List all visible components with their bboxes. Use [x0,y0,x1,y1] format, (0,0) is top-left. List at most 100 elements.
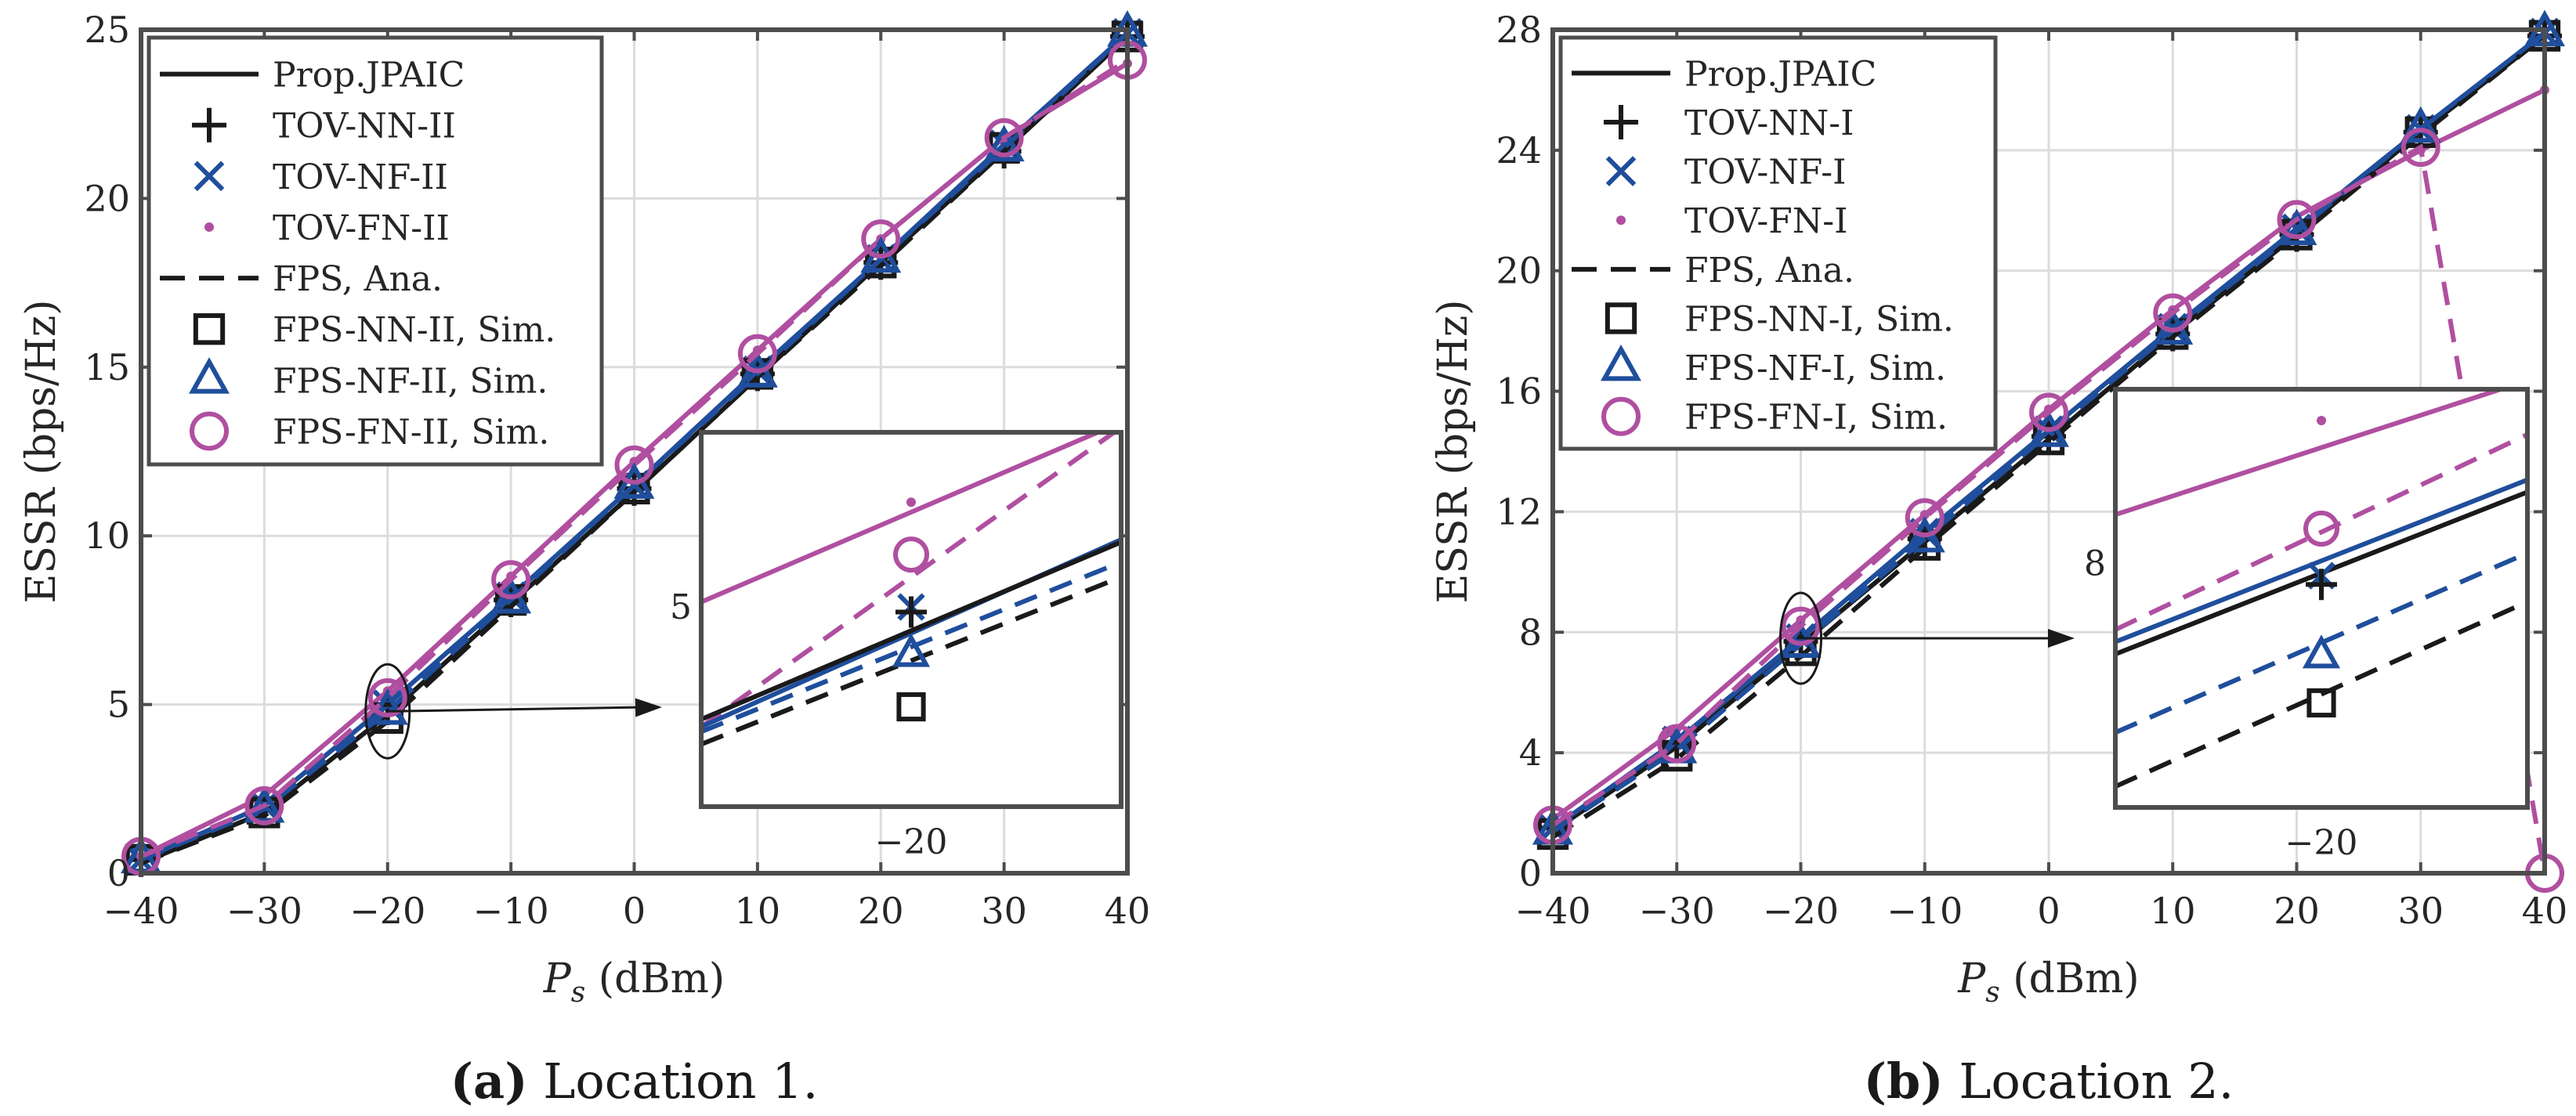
y-tick-label: 16 [1496,370,1542,413]
x-tick-label: 10 [735,890,781,932]
legend-label: TOV-FN-I [1684,201,1848,241]
x-axis-label: Ps (dBm) [1957,955,2139,1009]
inset-series-line [701,432,1119,729]
inset-series-line [2115,599,2527,789]
data-point [2153,293,2193,333]
legend-marker [1605,156,1637,186]
inset-data-point [892,633,931,667]
legend-label: TOV-NN-II [273,107,456,146]
inset-series-line [2115,432,2527,632]
zoom-arrow-head [2047,628,2075,648]
x-tick-label: 20 [858,890,904,932]
inset-frame [699,430,1123,809]
data-point [1905,498,1945,538]
series-line [139,34,1130,865]
chart-panel-b: −40 −30 −20 −10 0 10 20 30 40 0 4 8 12 16 20 24 28 Ps (dB… [1430,9,2567,1110]
data-point [629,457,639,467]
y-tick-label: 5 [107,684,130,726]
inset-series-line [2115,389,2509,518]
x-tick-label: 10 [2150,890,2196,932]
x-tick-label: 40 [1105,890,1151,932]
x-tick-label: −30 [226,890,302,932]
y-tick-label: 20 [1496,250,1542,292]
legend-label: FPS, Ana. [1684,251,1854,291]
y-tick-label: 12 [1496,490,1542,533]
x-tick-label: −20 [349,890,425,932]
y-tick-label: 4 [1519,731,1542,774]
inset-series-line [701,540,1121,722]
y-tick-label: 28 [1496,9,1542,51]
x-tick-label: −40 [1514,890,1590,932]
x-tick-label: 40 [2522,890,2568,932]
x-tick-label: −20 [1763,890,1839,932]
data-point [983,125,1025,162]
data-point [1657,724,1697,764]
legend-marker [1604,104,1638,139]
inset-series [701,432,1121,747]
x-tick-label: 30 [981,890,1027,932]
y-tick-label: 8 [1519,611,1542,653]
inset-series-line [701,575,1121,747]
inset-data-point [2302,634,2341,669]
y-tick-label: 10 [84,515,130,557]
legend-marker [194,161,225,192]
legend-label: TOV-FN-II [273,208,450,248]
inset-data-point [2303,511,2339,547]
inset-x-tick-label: −20 [875,822,948,862]
data-point [2029,392,2068,432]
x-tick-label: −30 [1639,890,1715,932]
series-line [1551,31,2546,833]
inset-data-point [896,692,926,722]
y-axis-label: ESSR (bps/Hz) [1430,299,1477,603]
inset-series-line [701,559,1121,735]
data-point [244,786,285,823]
data-point [244,786,284,825]
x-tick-label: −10 [473,890,549,932]
legend-marker [1616,215,1626,226]
data-point [367,677,407,717]
legend-label: FPS-NN-I, Sim. [1684,299,1954,339]
legend-label: Prop.JPAIC [273,56,465,96]
data-point [2277,200,2317,240]
y-axis-label: ESSR (bps/Hz) [18,299,65,603]
inset-data-point [2306,569,2337,601]
x-tick-label: 20 [2274,890,2320,932]
zoom-arrow-head [635,698,662,717]
legend-label: Prop.JPAIC [1684,54,1876,94]
data-point [1919,510,1930,520]
figure-caption: (b) Location 2. [1864,1053,2234,1110]
x-tick-label: 30 [2397,890,2444,932]
data-point [2401,128,2440,168]
data-point [614,445,654,485]
y-tick-label: 0 [1519,852,1542,894]
inset-frame [2113,387,2530,810]
legend-label: TOV-NF-I [1684,153,1847,193]
data-point [1781,606,1821,646]
figure-caption: (a) Location 1. [450,1053,819,1110]
legend-label: FPS-FN-II, Sim. [273,412,549,452]
x-tick-label: −40 [103,890,179,932]
legend-marker [190,411,229,451]
legend-marker [1605,302,1637,334]
x-tick-label: 0 [2037,890,2060,932]
inset-plot: −20 8 [2084,387,2530,863]
inset-x-tick-label: −20 [2285,823,2358,863]
legend-marker [188,357,230,394]
legend-label: TOV-NF-II [273,157,448,197]
legend-label: FPS-FN-I, Sim. [1684,398,1948,438]
inset-data-point [2317,416,2326,426]
data-point [491,560,531,600]
legend-label: FPS, Ana. [273,259,443,299]
data-point [984,117,1024,157]
series-line [139,31,1130,862]
legend-label: TOV-NN-I [1684,103,1854,143]
legend-marker [193,313,226,345]
inset-series-line [2115,477,2527,645]
inset-data-point [2306,688,2336,718]
legend-marker [1601,396,1641,436]
legend-label: FPS-NF-II, Sim. [273,361,548,401]
y-tick-label: 0 [107,852,130,894]
data-point [2400,106,2441,143]
legend-label: FPS-NN-II, Sim. [273,310,555,350]
